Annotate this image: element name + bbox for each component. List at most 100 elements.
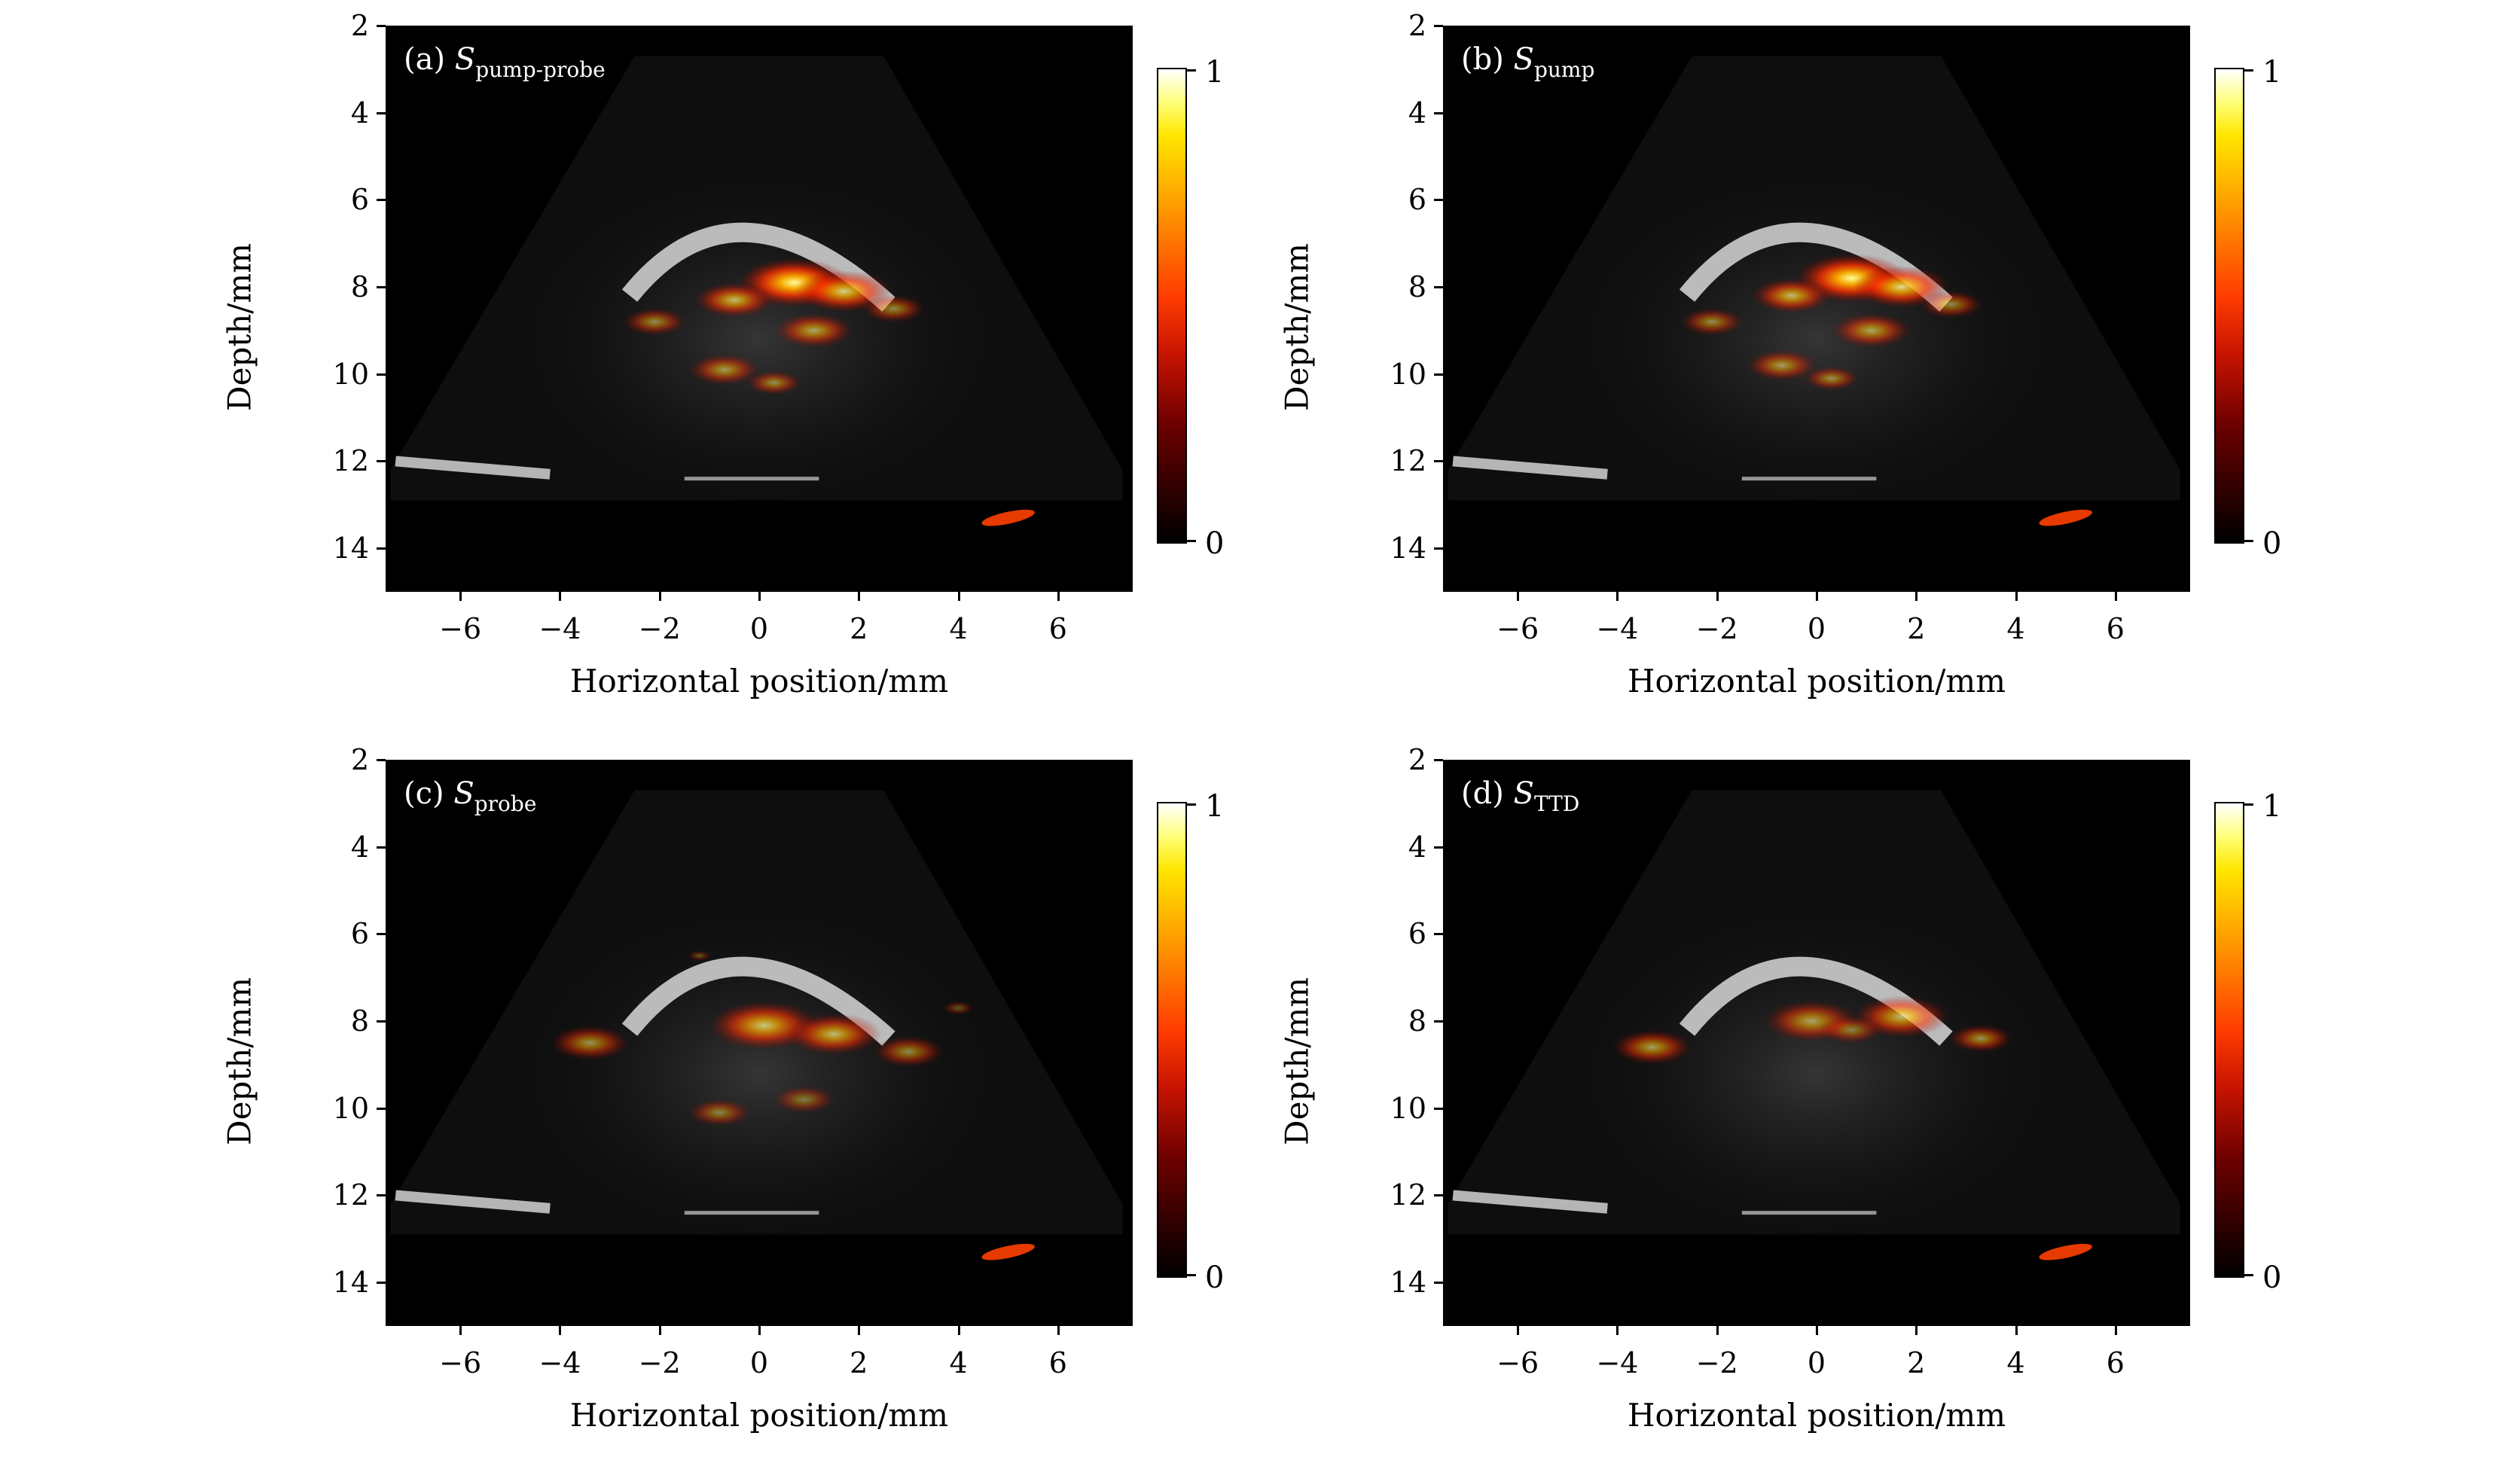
x-tick [2114,1326,2117,1335]
y-tick-label: 4 [350,96,369,130]
colorbar [2214,802,2244,1278]
x-tick [758,1326,761,1335]
y-tick-label: 10 [332,1091,369,1125]
x-tick [559,592,562,601]
ultrasound-image: (d) STTD [1443,760,2190,1326]
x-tick-label: 6 [1048,612,1067,645]
y-tick [1434,111,1443,114]
y-tick-label: 12 [332,1178,369,1212]
x-tick [459,1326,462,1335]
x-axis-label: Horizontal position/mm [1627,1397,2006,1434]
panel-label: (c) Sprobe [404,776,536,816]
y-axis-label: Depth/mm [221,977,258,1146]
x-tick-label: 4 [2006,1346,2025,1379]
y-tick [377,759,386,761]
y-tick-label: 4 [350,830,369,864]
x-tick [1816,1326,1818,1335]
x-tick [1716,1326,1719,1335]
y-tick-label: 14 [1390,532,1426,565]
x-tick [2114,592,2117,601]
colorbar-tick [2244,540,2253,542]
x-tick-label: −4 [1596,1346,1639,1379]
x-tick [2015,1326,2018,1335]
colorbar-min-label: 0 [2262,526,2282,561]
y-tick-label: 6 [350,183,369,217]
panel-prefix: (a) [404,42,446,77]
x-tick [957,592,960,601]
panel-symbol: S [1513,42,1534,77]
y-tick [377,1020,386,1023]
panel-a: (a) Spump-probe 2 4 6 8 10 12 14 −6 −4 −2 0 2 4 6 Depth… [0,0,1225,723]
colorbar-tick [1187,803,1196,806]
image-svg [390,56,1123,526]
colorbar [1157,68,1187,544]
x-tick-label: −6 [439,1346,482,1379]
colorbar [2214,68,2244,544]
y-tick [377,111,386,114]
y-tick [377,25,386,27]
y-tick [377,933,386,936]
ultrasound-image: (b) Spump [1443,26,2190,592]
panel-subscript: probe [474,791,537,816]
x-tick-label: −2 [1695,612,1738,645]
colorbar-tick [1187,69,1196,72]
x-tick [1816,592,1818,601]
y-tick-label: 4 [1408,830,1426,864]
x-tick [858,1326,861,1335]
colorbar-tick [2244,1274,2253,1276]
y-tick [377,1194,386,1197]
panel-prefix: (c) [404,776,444,811]
colorbar-min-label: 0 [1205,526,1225,561]
x-tick [559,1326,562,1335]
panel-c: (c) Sprobe 2 4 6 8 10 12 14 −6 −4 −2 0 2 4 6 Depth/mm Ho… [0,734,1225,1457]
x-tick-label: −4 [538,1346,581,1379]
y-tick-label: 8 [350,270,369,304]
panel-prefix: (d) [1461,776,1504,811]
x-tick-label: 0 [1807,612,1826,645]
y-tick [377,846,386,849]
y-tick-label: 8 [1408,1004,1426,1038]
image-svg [1448,56,2180,526]
x-tick [858,592,861,601]
y-tick [377,373,386,376]
y-tick [1434,1282,1443,1285]
colorbar-tick [1187,1274,1196,1276]
y-tick-label: 6 [350,917,369,951]
x-tick [658,1326,661,1335]
colorbar-min-label: 0 [1205,1260,1225,1295]
x-axis-label: Horizontal position/mm [569,663,949,700]
x-tick-label: 2 [850,612,868,645]
x-tick [957,1326,960,1335]
x-tick-label: −2 [1695,1346,1738,1379]
y-tick-label: 12 [332,444,369,478]
x-tick [459,592,462,601]
y-axis-label: Depth/mm [1278,977,1316,1146]
y-tick-label: 8 [350,1004,369,1038]
x-tick-label: −2 [638,1346,681,1379]
y-tick-label: 14 [332,1266,369,1300]
x-tick-label: 6 [2106,1346,2125,1379]
y-tick [1434,25,1443,27]
x-tick [1057,1326,1060,1335]
x-tick [1517,1326,1520,1335]
x-tick-label: −2 [638,612,681,645]
y-axis-label: Depth/mm [1278,242,1316,412]
y-tick-label: 14 [1390,1266,1426,1300]
y-tick [377,460,386,463]
y-tick [1434,1194,1443,1197]
y-tick-label: 2 [1408,743,1426,776]
image-svg [390,790,1123,1260]
x-tick [1716,592,1719,601]
colorbar-max-label: 1 [1205,55,1225,90]
y-tick-label: 6 [1408,183,1426,217]
ultrasound-image: (a) Spump-probe [386,26,1133,592]
y-tick [1434,759,1443,761]
panel-label: (a) Spump-probe [404,42,606,82]
panel-label: (b) Spump [1461,42,1594,82]
y-tick [377,286,386,289]
x-tick-label: 4 [949,1346,968,1379]
y-tick-label: 10 [1390,357,1426,391]
x-tick-label: 0 [749,612,769,645]
x-tick [658,592,661,601]
x-tick-label: −6 [1496,612,1539,645]
